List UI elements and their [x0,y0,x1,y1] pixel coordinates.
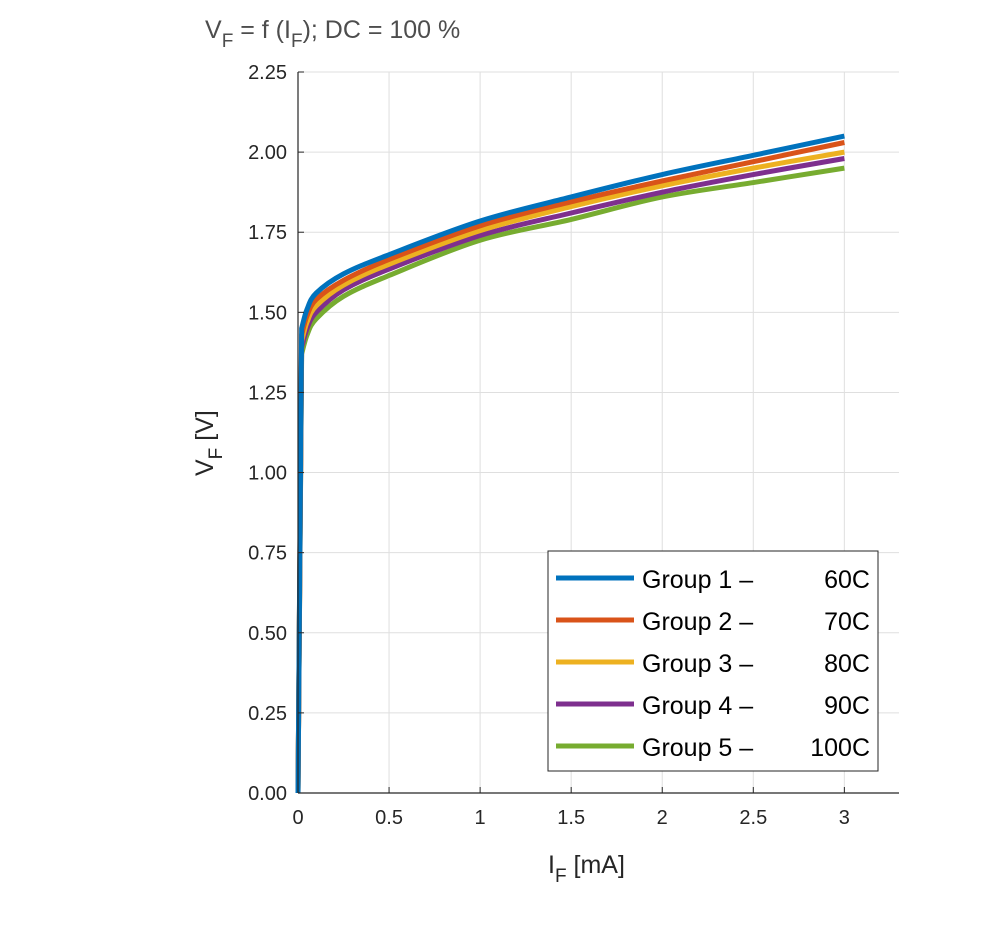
y-tick-label: 1.50 [248,302,287,324]
legend-label: Group 1 – [642,566,753,594]
series-line [295,140,845,794]
x-tick-label: 1 [475,807,486,829]
x-axis-title: IF [mA] [548,851,625,887]
y-tick-label: 0.75 [248,543,287,565]
legend-value: 100C [810,734,870,762]
y-tick-label: 0.00 [248,783,287,805]
x-tick-label: 2 [657,807,668,829]
y-tick-label: 1.00 [248,463,287,485]
series-lines [295,133,845,794]
x-tick-label: 2.5 [739,807,767,829]
legend-value: 60C [824,566,870,594]
y-tick-label: 1.75 [248,222,287,244]
series-line [295,165,845,794]
ticks: 0 0.5 1 1.5 2 2.5 3 0.00 0.25 0.50 0.75 1.00 1.25 1.5… [248,62,850,829]
series-line [295,133,845,794]
y-tick-label: 0.25 [248,703,287,725]
legend-value: 70C [824,608,870,636]
legend-label: Group 3 – [642,650,753,678]
y-tick-label: 2.25 [248,62,287,84]
y-tick-label: 0.50 [248,623,287,645]
y-tick-label: 2.00 [248,142,287,164]
series-line [295,149,845,794]
legend-label: Group 5 – [642,734,753,762]
y-tick-label: 1.25 [248,382,287,404]
x-tick-label: 0 [292,807,303,829]
legend-label: Group 4 – [642,692,753,720]
legend-label: Group 2 – [642,608,753,636]
legend-value: 80C [824,650,870,678]
x-tick-label: 0.5 [375,807,403,829]
axes [297,72,899,794]
y-axis-title: VF [V] [191,410,227,476]
legend-value: 90C [824,692,870,720]
x-tick-label: 1.5 [557,807,585,829]
series-line [295,156,845,794]
chart-title: VF = f (IF); DC = 100 % [205,16,460,52]
x-tick-label: 3 [839,807,850,829]
legend: Group 1 – 60C Group 2 – 70C Group 3 – 80C Grou… [547,550,879,772]
